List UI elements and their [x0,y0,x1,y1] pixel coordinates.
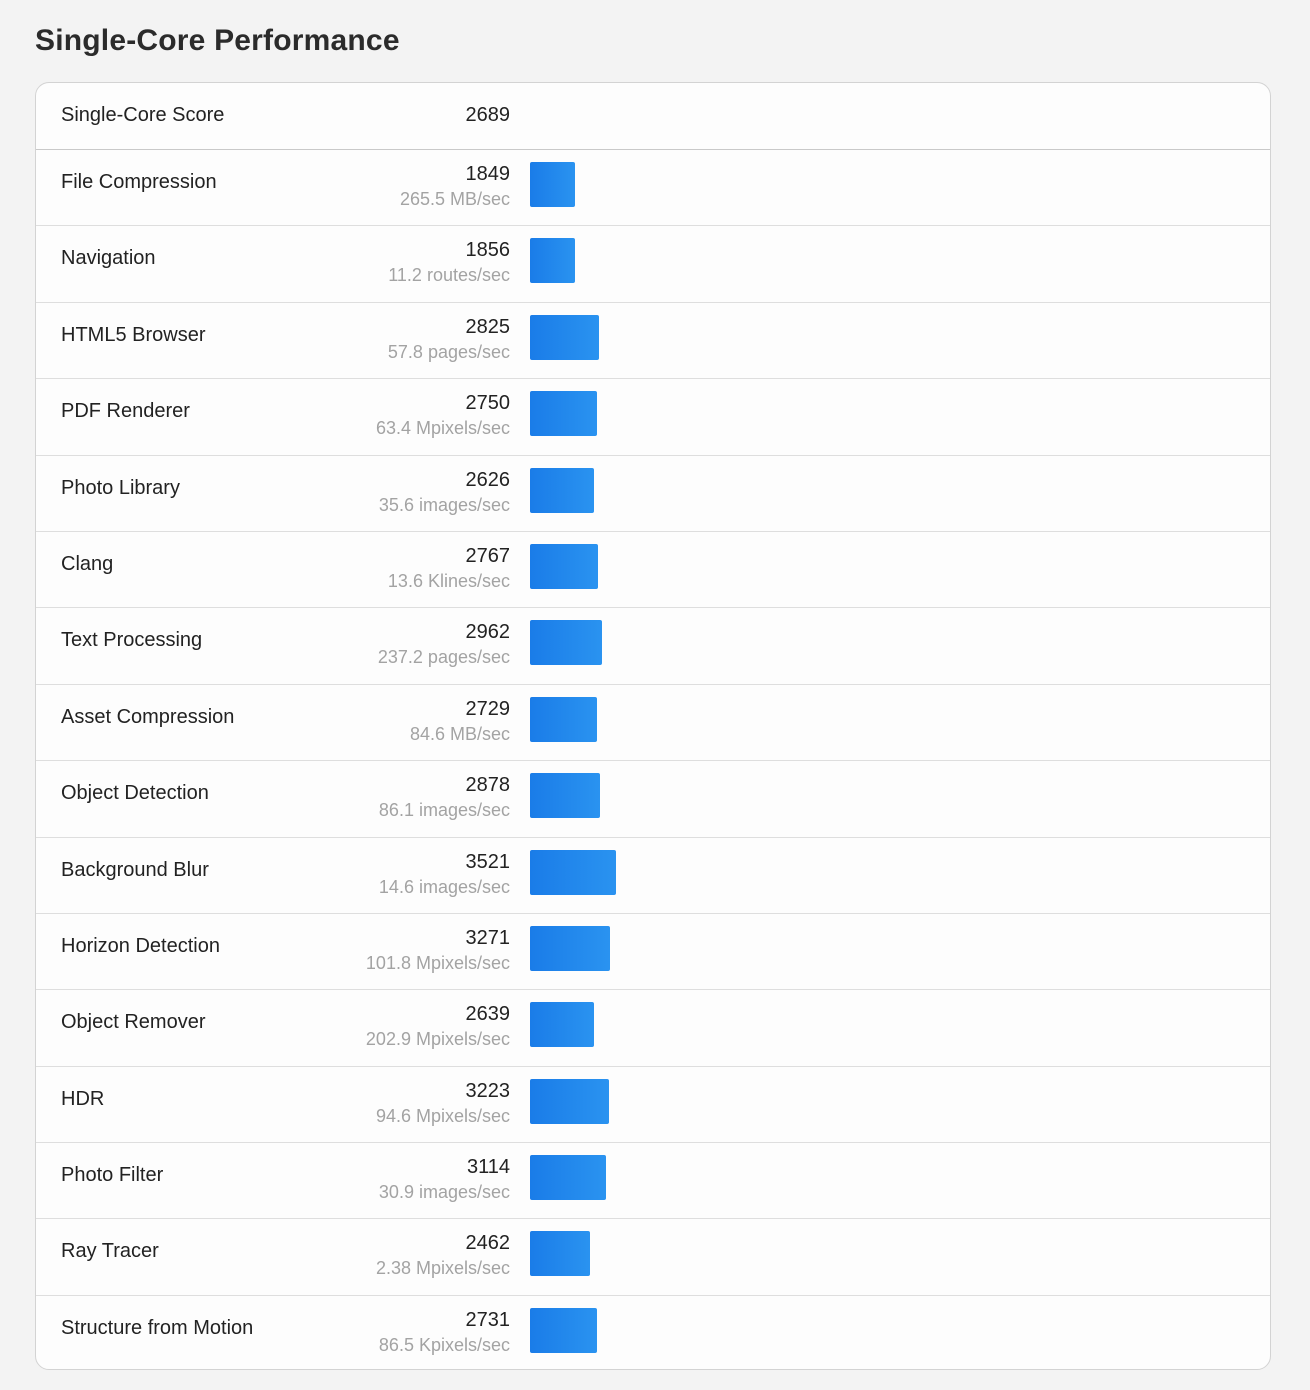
test-score: 2878 [465,774,511,797]
test-row: Clang 2767 13.6 Klines/sec [36,532,1270,609]
score-bar [530,391,597,437]
test-rate: 11.2 routes/sec [388,265,510,286]
test-score: 2639 [465,1003,511,1026]
score-bar [530,773,600,819]
test-name: HDR [61,1087,105,1110]
test-score: 2731 [465,1308,511,1331]
test-name: Text Processing [61,629,203,652]
score-bar [530,925,610,971]
test-score: 2962 [465,621,511,644]
test-row: Photo Library 2626 35.6 images/sec [36,456,1270,532]
test-name: Object Remover [61,1011,206,1034]
score-bar [530,1307,597,1353]
test-rate: 63.4 Mpixels/sec [375,418,510,439]
test-name: Photo Filter [61,1164,164,1187]
test-name: HTML5 Browser [61,323,206,346]
results-table: Single-Core Score 2689 File Compression 1… [35,82,1271,1370]
test-row: Photo Filter 3114 30.9 images/sec [36,1143,1270,1220]
test-name: PDF Renderer [61,400,190,423]
test-row: Asset Compression 2729 84.6 MB/sec [36,685,1270,762]
test-rate: 237.2 pages/sec [377,647,510,668]
test-name: Asset Compression [61,705,235,728]
test-row: HTML5 Browser 2825 57.8 pages/sec [36,303,1270,380]
test-score: 2462 [465,1232,511,1255]
test-row: Text Processing 2962 237.2 pages/sec [36,608,1270,685]
test-name: Clang [61,552,114,575]
test-score: 1856 [465,239,511,262]
test-score: 3114 [466,1156,510,1179]
test-score: 3521 [465,850,511,873]
test-name: Object Detection [61,782,209,805]
test-score: 2825 [465,315,511,338]
test-row: Horizon Detection 3271 101.8 Mpixels/sec [36,914,1270,991]
test-row: File Compression 1849 265.5 MB/sec [36,150,1270,227]
test-name: Horizon Detection [61,934,220,957]
score-bar [530,467,594,513]
test-row: Navigation 1856 11.2 routes/sec [36,226,1270,303]
test-score: 2767 [465,544,511,567]
score-bar [530,1078,609,1124]
test-rate: 202.9 Mpixels/sec [365,1029,510,1050]
test-rate: 265.5 MB/sec [399,189,510,209]
summary-row: Single-Core Score 2689 [36,83,1270,150]
test-row: Background Blur 3521 14.6 images/sec [36,838,1270,914]
test-score: 2729 [465,697,511,720]
test-rate: 57.8 pages/sec [387,341,510,362]
test-rate: 94.6 Mpixels/sec [375,1105,510,1126]
score-bar [530,1002,594,1048]
score-bar [530,1231,590,1277]
test-score: 3223 [465,1079,511,1102]
test-rate: 2.38 Mpixels/sec [375,1258,510,1279]
score-bar [530,162,575,207]
test-name: Background Blur [61,858,209,881]
test-name: Photo Library [61,476,180,499]
test-row: PDF Renderer 2750 63.4 Mpixels/sec [36,379,1270,456]
test-row: Ray Tracer 2462 2.38 Mpixels/sec [36,1219,1270,1296]
test-name: Structure from Motion [61,1316,254,1339]
test-rate: 101.8 Mpixels/sec [365,952,510,973]
score-bar [530,238,575,284]
summary-score: 2689 [465,104,511,126]
test-row: Object Detection 2878 86.1 images/sec [36,761,1270,838]
test-score: 2626 [465,468,511,491]
test-row: HDR 3223 94.6 Mpixels/sec [36,1067,1270,1144]
test-rows: File Compression 1849 265.5 MB/sec Navigati… [36,150,1270,1369]
score-bar [530,849,616,895]
test-rate: 84.6 MB/sec [409,723,510,744]
test-rate: 14.6 images/sec [378,876,510,897]
test-rate: 86.1 images/sec [378,800,510,821]
score-bar [530,620,602,666]
test-name: Navigation [61,247,156,270]
test-score: 2750 [465,392,511,415]
score-bar [530,314,599,360]
test-score: 3271 [465,926,511,949]
test-row: Structure from Motion 2731 86.5 Kpixels/se… [36,1296,1270,1369]
score-bar [530,696,597,742]
score-bar [530,1155,606,1201]
test-rate: 30.9 images/sec [378,1182,510,1203]
summary-label: Single-Core Score [61,104,225,126]
test-name: File Compression [61,171,217,193]
test-name: Ray Tracer [61,1240,159,1263]
test-rate: 13.6 Klines/sec [387,570,510,591]
score-bar [530,543,598,589]
test-row: Object Remover 2639 202.9 Mpixels/sec [36,990,1270,1067]
test-rate: 35.6 images/sec [378,494,510,515]
test-rate: 86.5 Kpixels/sec [378,1334,510,1355]
page-title: Single-Core Performance [35,24,400,57]
test-score: 1849 [465,163,511,185]
